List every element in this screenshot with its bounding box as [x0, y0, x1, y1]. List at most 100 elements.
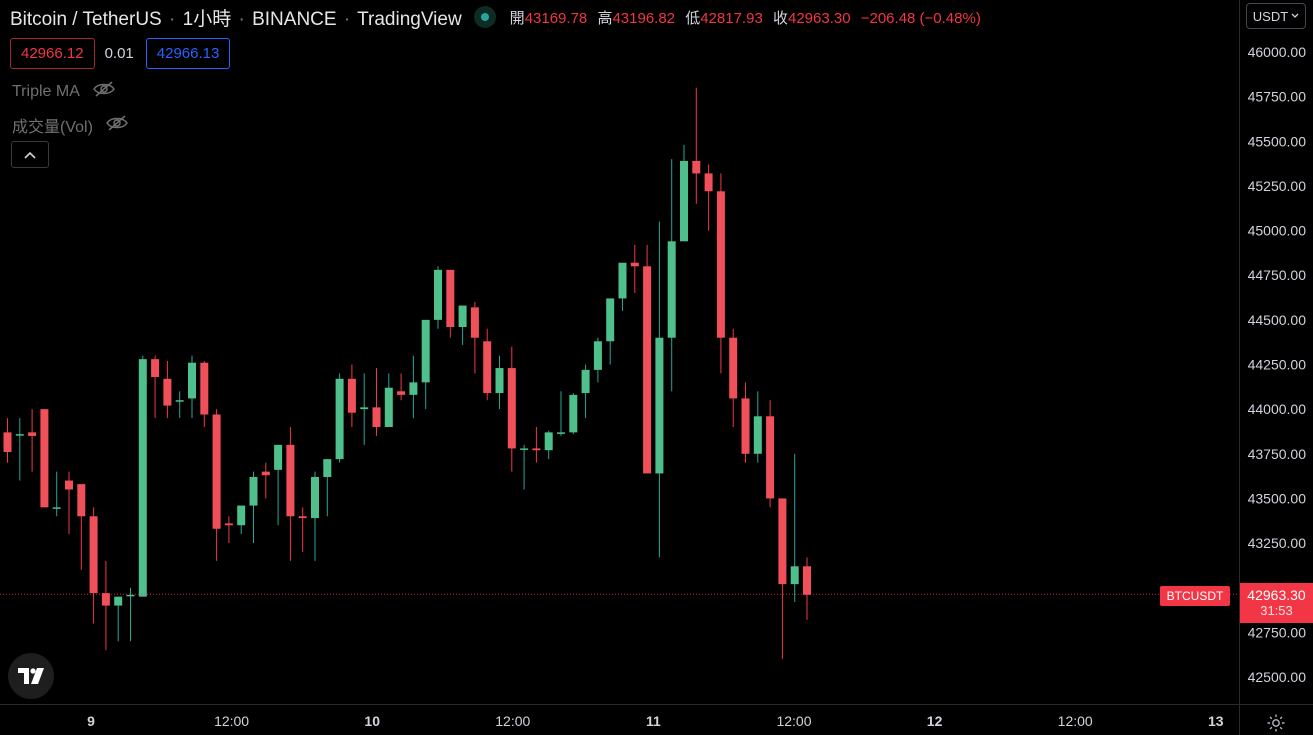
- price-axis-label: 45000.00: [1248, 223, 1307, 239]
- candle-body[interactable]: [593, 341, 602, 370]
- currency-label: USDT: [1252, 8, 1289, 24]
- collapse-legend-button[interactable]: [11, 141, 49, 168]
- candle-body[interactable]: [360, 407, 369, 410]
- candle-body[interactable]: [557, 432, 565, 434]
- candle-body[interactable]: [114, 596, 123, 606]
- candle-body[interactable]: [384, 387, 393, 427]
- time-axis-label: 10: [364, 713, 380, 729]
- candle-body[interactable]: [286, 444, 295, 517]
- change-value: −206.48 (−0.48%): [860, 9, 981, 27]
- sell-button[interactable]: 42966.12: [10, 38, 95, 69]
- candle-body[interactable]: [163, 378, 172, 406]
- candle-body[interactable]: [655, 337, 664, 474]
- price-axis-label: 44500.00: [1248, 312, 1307, 328]
- candle-body[interactable]: [274, 444, 283, 470]
- open-label: 開: [509, 9, 525, 27]
- candle-body[interactable]: [261, 471, 270, 476]
- candle-body[interactable]: [729, 337, 738, 399]
- price-axis-label: 46000.00: [1248, 44, 1307, 60]
- candle-body[interactable]: [347, 378, 356, 413]
- symbol-price-tag: BTCUSDT: [1160, 586, 1230, 606]
- source-label: TradingView: [357, 8, 462, 30]
- candle-body[interactable]: [680, 160, 688, 242]
- symbol-name[interactable]: Bitcoin / TetherUS: [10, 8, 162, 30]
- last-price-tag: 42963.30 31:53: [1240, 583, 1313, 623]
- candle-body[interactable]: [495, 368, 504, 394]
- candle-body[interactable]: [470, 307, 479, 338]
- candle-body[interactable]: [249, 477, 258, 506]
- chart-header: Bitcoin / TetherUS · 1小時 · BINANCE · Tra…: [10, 4, 987, 31]
- candle-body[interactable]: [224, 523, 233, 526]
- candle-body[interactable]: [151, 359, 160, 377]
- candle-body[interactable]: [753, 416, 762, 454]
- buy-button[interactable]: 42966.13: [145, 38, 231, 69]
- currency-selector[interactable]: USDT: [1246, 3, 1306, 29]
- candle-body[interactable]: [803, 566, 811, 595]
- symbol-title[interactable]: Bitcoin / TetherUS · 1小時 · BINANCE · Tra…: [10, 4, 462, 31]
- trade-panel: 42966.12 0.01 42966.13: [10, 38, 231, 69]
- candle-body[interactable]: [3, 432, 12, 452]
- time-axis-label: 12:00: [1058, 713, 1093, 729]
- candle-body[interactable]: [409, 382, 418, 395]
- chevron-up-icon: [24, 151, 36, 159]
- high-label: 高: [597, 9, 613, 27]
- candle-body[interactable]: [397, 391, 406, 395]
- candle-body[interactable]: [606, 298, 615, 342]
- candle-body[interactable]: [692, 160, 701, 174]
- candles-group: [3, 87, 811, 660]
- interval-label[interactable]: 1小時: [182, 8, 232, 30]
- candle-body[interactable]: [311, 477, 319, 519]
- candle-body[interactable]: [630, 262, 639, 267]
- candle-body[interactable]: [188, 362, 196, 399]
- candle-body[interactable]: [741, 398, 750, 454]
- candle-body[interactable]: [28, 432, 37, 436]
- candle-body[interactable]: [643, 266, 652, 474]
- candle-body[interactable]: [766, 416, 775, 499]
- indicator-label[interactable]: 成交量(Vol): [12, 119, 93, 136]
- candle-body[interactable]: [200, 362, 209, 415]
- candle-body[interactable]: [15, 434, 24, 436]
- price-axis-label: 42750.00: [1248, 624, 1307, 640]
- candle-body[interactable]: [101, 593, 110, 606]
- candle-body[interactable]: [483, 341, 492, 394]
- candle-body[interactable]: [544, 432, 553, 451]
- candle-body[interactable]: [126, 594, 135, 597]
- candle-body[interactable]: [65, 480, 73, 490]
- candle-body[interactable]: [335, 378, 344, 460]
- candle-body[interactable]: [237, 505, 246, 526]
- candle-body[interactable]: [446, 269, 455, 327]
- candle-body[interactable]: [520, 448, 529, 450]
- candle-body[interactable]: [138, 359, 147, 597]
- candle-body[interactable]: [532, 448, 541, 451]
- candle-body[interactable]: [298, 516, 307, 519]
- candle-body[interactable]: [778, 498, 787, 585]
- indicator-triple-ma[interactable]: Triple MA: [12, 80, 116, 103]
- indicator-volume[interactable]: 成交量(Vol): [12, 113, 129, 137]
- candle-body[interactable]: [421, 319, 430, 383]
- candle-body[interactable]: [569, 394, 578, 433]
- eye-hidden-icon[interactable]: [92, 80, 116, 103]
- candle-body[interactable]: [323, 459, 332, 477]
- candle-body[interactable]: [667, 241, 676, 338]
- candle-body[interactable]: [507, 368, 516, 449]
- candle-body[interactable]: [89, 516, 98, 594]
- candle-body[interactable]: [618, 262, 627, 299]
- candle-body[interactable]: [434, 269, 442, 320]
- candle-body[interactable]: [40, 409, 49, 508]
- candle-body[interactable]: [77, 484, 86, 517]
- candle-body[interactable]: [175, 400, 184, 402]
- candle-body[interactable]: [458, 305, 467, 327]
- tradingview-logo-icon[interactable]: [8, 653, 54, 699]
- candle-body[interactable]: [716, 191, 725, 338]
- candle-body[interactable]: [372, 407, 381, 427]
- candle-body[interactable]: [52, 507, 61, 509]
- candle-body[interactable]: [704, 173, 713, 192]
- indicator-label[interactable]: Triple MA: [12, 82, 80, 100]
- market-open-indicator-icon[interactable]: [473, 6, 496, 28]
- settings-gear-icon[interactable]: [1264, 711, 1288, 735]
- candle-body[interactable]: [581, 369, 590, 394]
- candle-body[interactable]: [212, 414, 221, 529]
- eye-hidden-icon[interactable]: [105, 114, 129, 137]
- candle-body[interactable]: [790, 566, 799, 585]
